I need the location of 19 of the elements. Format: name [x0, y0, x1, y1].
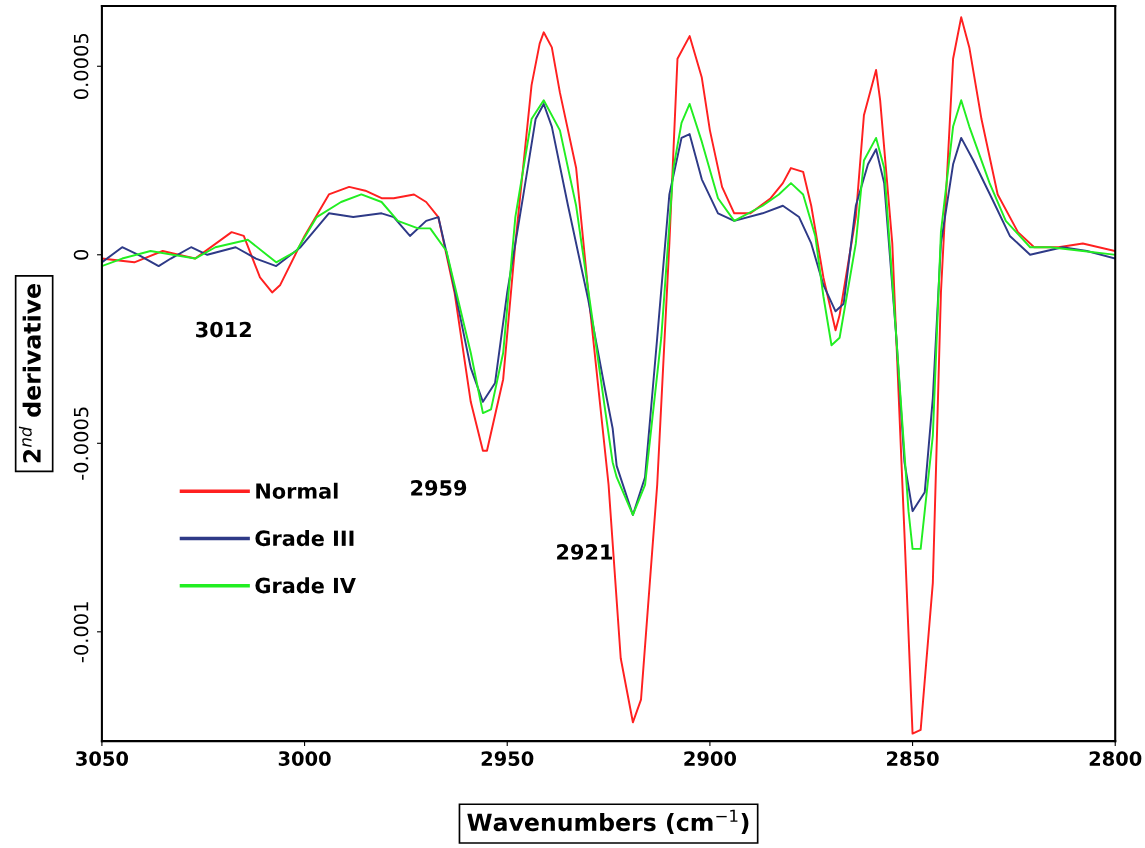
x-tick-label: 2950 [481, 751, 534, 766]
x-tick-label: 2850 [887, 751, 939, 766]
y-axis-title: 2$^{nd}$ derivative [18, 284, 41, 463]
x-axis-title: Wavenumbers (cm$^{−1}$) [467, 809, 749, 834]
annotation: 2959 [411, 480, 467, 496]
legend-label: Normal [256, 482, 338, 499]
y-tick-label: 0.0005 [73, 33, 89, 99]
y-tick-label: -0.001 [73, 602, 89, 663]
legend-label: Grade IV [255, 577, 356, 594]
legend-label: Grade III [255, 530, 354, 547]
y-tick-label: -0.0005 [73, 407, 89, 480]
x-tick-label: 2800 [1089, 751, 1142, 766]
annotation: 2921 [557, 544, 613, 560]
annotation: 3012 [196, 321, 251, 338]
x-tick-label: 3050 [76, 751, 129, 766]
line-series [101, 16, 1116, 735]
y-tick-label: 0 [73, 249, 89, 260]
x-tick-label: 3000 [278, 751, 331, 766]
x-tick-label: 2900 [684, 751, 737, 766]
